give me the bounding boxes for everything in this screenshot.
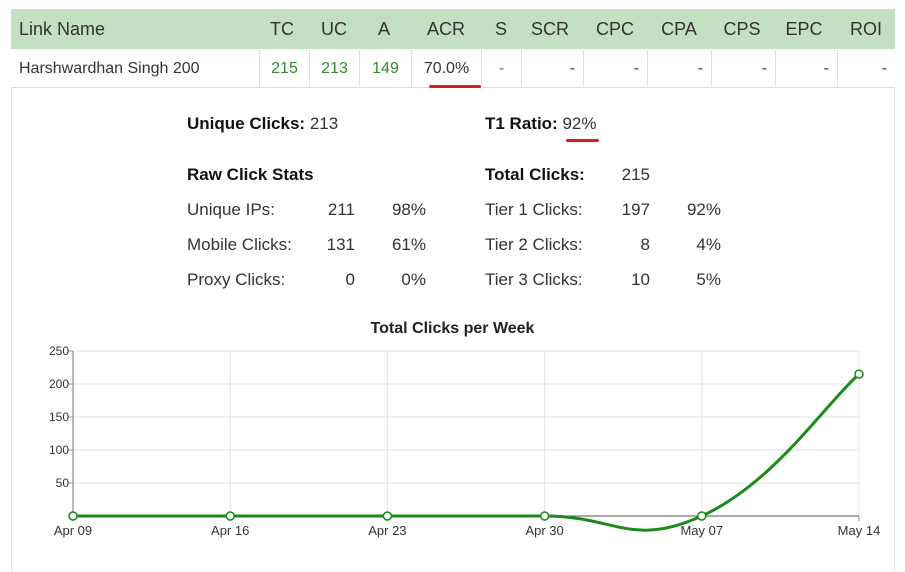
col-a[interactable]: A bbox=[377, 19, 390, 39]
cell-cps: - bbox=[711, 50, 775, 88]
data-point bbox=[68, 511, 78, 521]
x-tick-label: May 14 bbox=[838, 523, 881, 538]
t1-ratio-value: 92% bbox=[562, 114, 597, 133]
col-scr[interactable]: SCR bbox=[530, 19, 569, 39]
y-tick-label: 50 bbox=[56, 476, 70, 490]
x-tick-label: Apr 16 bbox=[211, 523, 249, 538]
col-tc[interactable]: TC bbox=[270, 19, 294, 39]
unique-ips-label: Unique IPs: bbox=[187, 200, 275, 219]
tier3-clicks-count: 10 bbox=[631, 270, 650, 289]
col-cps[interactable]: CPS bbox=[723, 19, 761, 39]
cell-s: - bbox=[481, 50, 521, 88]
cell-cpc: - bbox=[583, 50, 647, 88]
x-tick-label: May 07 bbox=[680, 523, 723, 538]
col-cpc[interactable]: CPC bbox=[595, 19, 634, 39]
series-line bbox=[72, 372, 861, 532]
tier3-clicks-label: Tier 3 Clicks: bbox=[485, 270, 583, 289]
mobile-clicks-count: 131 bbox=[326, 235, 355, 254]
col-uc[interactable]: UC bbox=[321, 19, 347, 39]
cell-link-name[interactable]: Harshwardhan Singh 200 bbox=[19, 60, 200, 77]
proxy-clicks-pct: 0% bbox=[401, 270, 426, 289]
unique-ips-pct: 98% bbox=[391, 200, 426, 219]
data-point bbox=[225, 511, 235, 521]
col-s[interactable]: S bbox=[494, 19, 507, 39]
acr-highlight-underline bbox=[429, 85, 481, 88]
unique-clicks-label: Unique Clicks: bbox=[187, 114, 306, 133]
tier3-clicks-pct: 5% bbox=[696, 270, 721, 289]
cell-tc: 215 bbox=[259, 50, 309, 88]
tier2-clicks-count: 8 bbox=[640, 235, 650, 254]
proxy-clicks-label: Proxy Clicks: bbox=[187, 270, 286, 289]
y-tick-label: 150 bbox=[49, 410, 69, 424]
y-tick-label: 250 bbox=[49, 344, 69, 358]
table-header: Link Name TC UC A ACR S SCR CPC CPA CPS … bbox=[11, 9, 895, 49]
data-point bbox=[697, 511, 707, 521]
total-clicks-label: Total Clicks: bbox=[485, 165, 585, 184]
mobile-clicks-pct: 61% bbox=[391, 235, 426, 254]
col-cpa[interactable]: CPA bbox=[661, 19, 697, 39]
x-tick-label: Apr 09 bbox=[54, 523, 92, 538]
tier1-clicks-pct: 92% bbox=[686, 200, 721, 219]
col-epc[interactable]: EPC bbox=[785, 19, 823, 39]
tier1-clicks-count: 197 bbox=[621, 200, 650, 219]
data-point bbox=[539, 511, 550, 521]
chart-title: Total Clicks per Week bbox=[370, 320, 535, 337]
table-row[interactable]: Harshwardhan Singh 200 215 213 149 70.0%… bbox=[11, 50, 895, 88]
details-panel bbox=[11, 88, 895, 572]
unique-clicks-summary: Unique Clicks: 213 bbox=[187, 114, 338, 134]
proxy-clicks-count: 0 bbox=[345, 270, 355, 289]
data-point bbox=[382, 511, 393, 521]
x-tick-label: Apr 23 bbox=[368, 523, 406, 538]
t1-ratio-label: T1 Ratio: bbox=[485, 114, 558, 133]
tier2-clicks-label: Tier 2 Clicks: bbox=[485, 235, 583, 254]
clicks-line-chart: 50 100 150 200 250 Apr 09 Apr 16 Apr 23 Apr 30 Ma… bbox=[49, 344, 881, 538]
y-tick-label: 200 bbox=[49, 377, 69, 391]
cell-cpa: - bbox=[647, 50, 711, 88]
mobile-clicks-label: Mobile Clicks: bbox=[187, 235, 292, 254]
col-roi[interactable]: ROI bbox=[849, 19, 882, 39]
cell-uc: 213 bbox=[309, 50, 359, 88]
total-clicks-value: 215 bbox=[621, 165, 650, 184]
tier1-clicks-label: Tier 1 Clicks: bbox=[485, 200, 583, 219]
raw-click-stats-title: Raw Click Stats bbox=[187, 165, 314, 184]
tier2-clicks-pct: 4% bbox=[696, 235, 721, 254]
unique-ips-count: 211 bbox=[327, 200, 355, 219]
cell-epc: - bbox=[775, 50, 837, 88]
y-tick-label: 100 bbox=[49, 443, 69, 457]
unique-clicks-value: 213 bbox=[309, 114, 339, 133]
cell-scr: - bbox=[521, 50, 583, 88]
col-acr[interactable]: ACR bbox=[426, 19, 465, 39]
x-tick-label: Apr 30 bbox=[525, 523, 563, 538]
cell-roi: - bbox=[837, 50, 895, 88]
data-point bbox=[854, 369, 864, 379]
col-link-name[interactable]: Link Name bbox=[19, 19, 106, 39]
t1-ratio-highlight-underline bbox=[566, 139, 599, 142]
cell-a: 149 bbox=[359, 50, 411, 88]
cell-acr: 70.0% bbox=[411, 50, 481, 88]
t1-ratio-summary: T1 Ratio: 92% bbox=[485, 114, 597, 134]
